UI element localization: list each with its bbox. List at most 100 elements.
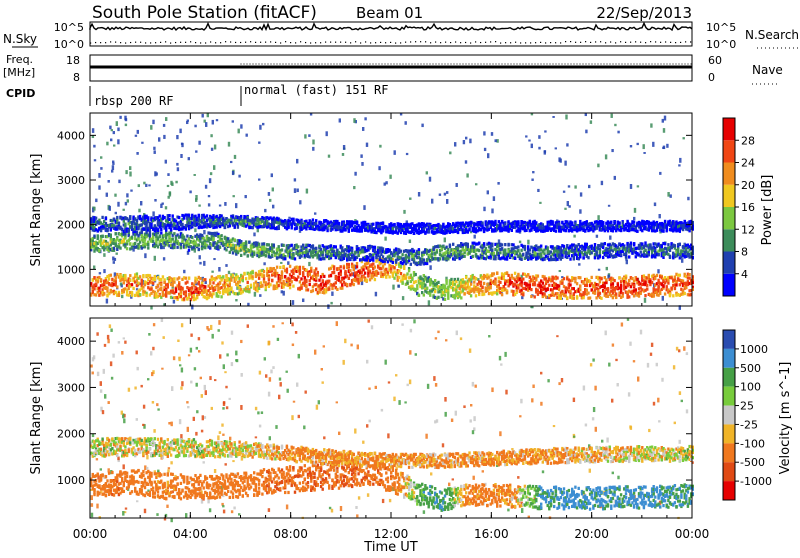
power-cell	[169, 192, 171, 196]
power-cell	[165, 236, 167, 239]
power-cell	[299, 272, 301, 275]
power-cell	[224, 202, 226, 206]
noise-search-dot	[555, 42, 556, 43]
power-cell	[110, 139, 112, 142]
power-cell	[493, 196, 495, 201]
noise-search-dot	[245, 42, 246, 43]
power-cell	[173, 281, 175, 284]
power-cell	[258, 277, 260, 280]
power-cell	[366, 279, 368, 282]
power-cell	[232, 171, 234, 175]
power-cell	[292, 253, 294, 256]
power-cell	[573, 297, 575, 300]
power-cell	[152, 282, 154, 285]
power-cell	[106, 193, 108, 197]
power-cell	[281, 272, 283, 275]
power-cell	[126, 193, 128, 197]
noise-search-dot	[180, 42, 181, 43]
power-cell	[678, 164, 680, 166]
power-cell	[299, 280, 301, 283]
noise-search-dot	[155, 42, 156, 43]
noise-search-dot	[585, 41, 586, 42]
power-cell	[302, 299, 304, 303]
power-cell	[424, 283, 426, 286]
power-cell	[217, 295, 219, 298]
power-cell	[534, 295, 536, 298]
power-cell	[129, 215, 131, 218]
noise-search-dot	[435, 41, 436, 42]
power-cell	[142, 274, 144, 277]
power-cell	[617, 283, 619, 286]
power-cell	[147, 246, 149, 249]
power-cell	[175, 288, 177, 291]
power-cell	[400, 113, 402, 115]
power-cell	[198, 243, 200, 246]
noise-search-dot	[415, 41, 416, 42]
power-cell	[139, 293, 141, 296]
power-cell	[207, 113, 209, 117]
power-cell	[599, 280, 601, 283]
power-cell	[466, 173, 468, 177]
noise-search-dot	[620, 41, 621, 42]
power-cell	[423, 293, 425, 296]
power-cell	[353, 186, 355, 189]
power-cell	[429, 177, 431, 182]
power-cell	[465, 160, 467, 163]
power-cell	[630, 184, 632, 189]
power-cell	[212, 281, 214, 284]
power-cell	[382, 265, 384, 268]
power-cell	[134, 242, 136, 245]
power-cell	[93, 266, 95, 269]
power-cell	[566, 143, 568, 146]
power-cell	[609, 236, 611, 240]
power-cell	[214, 145, 216, 150]
noise-search-dot	[580, 42, 581, 43]
power-cell	[191, 236, 193, 239]
power-cell	[434, 279, 436, 282]
power-cell	[278, 284, 280, 287]
power-cell	[591, 276, 593, 279]
power-cell	[312, 289, 314, 292]
power-cell	[588, 185, 590, 188]
power-cell	[269, 283, 271, 286]
power-cell	[115, 278, 117, 281]
power-cell	[132, 287, 134, 290]
power-cell	[644, 241, 646, 244]
power-cell	[203, 261, 205, 266]
power-cell	[245, 277, 247, 280]
power-cell	[98, 173, 100, 178]
power-cell	[131, 236, 133, 239]
power-cell	[114, 258, 116, 261]
noise-search-dot	[210, 41, 211, 42]
power-cell	[173, 277, 175, 280]
power-cell	[426, 262, 428, 265]
power-cell	[116, 216, 118, 219]
power-cell	[213, 165, 215, 170]
power-cell	[250, 284, 252, 287]
power-cell	[406, 153, 408, 155]
power-cell	[333, 268, 335, 271]
power-cell	[436, 251, 438, 254]
power-cell	[558, 285, 560, 288]
noise-search-dot	[675, 42, 676, 43]
power-cell	[520, 280, 522, 283]
power-cell	[282, 244, 284, 247]
power-cell	[172, 214, 174, 217]
noise-search-dot	[390, 42, 391, 43]
power-cell	[245, 242, 247, 245]
noise-search-dot	[360, 42, 361, 43]
power-cell	[163, 135, 165, 139]
power-cell	[243, 272, 245, 275]
power-cell	[268, 192, 270, 196]
noise-search-dot	[270, 41, 271, 42]
power-cell	[265, 254, 267, 257]
power-cell	[165, 206, 167, 209]
noise-search-dot	[345, 42, 346, 43]
power-cell	[504, 248, 506, 251]
power-cell	[648, 274, 650, 277]
power-cell	[372, 256, 374, 259]
cpid-label: CPID	[6, 87, 35, 100]
power-cell	[300, 277, 302, 280]
power-cell	[586, 289, 588, 292]
